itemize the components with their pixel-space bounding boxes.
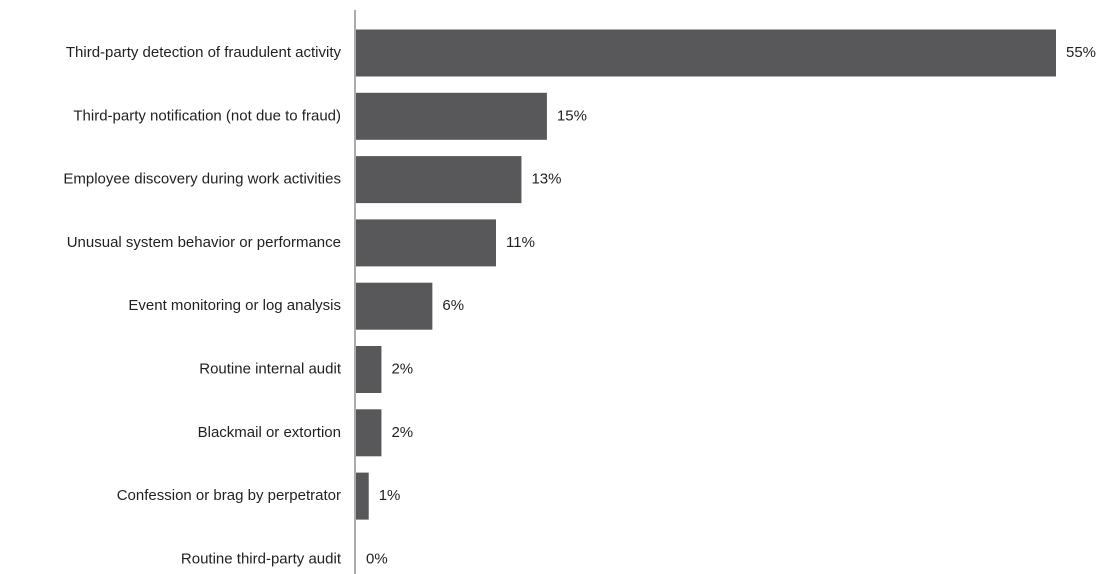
category-label: Confession or brag by perpetrator: [117, 487, 341, 504]
bar: [356, 219, 496, 267]
category-label: Employee discovery during work activitie…: [63, 171, 341, 188]
category-label: Third-party detection of fraudulent acti…: [66, 44, 342, 61]
category-label: Blackmail or extortion: [198, 424, 341, 441]
bar: [356, 92, 547, 140]
value-label: 2%: [391, 424, 413, 441]
category-label: Event monitoring or log analysis: [128, 297, 341, 314]
bar: [356, 156, 522, 204]
value-label: 1%: [379, 487, 401, 504]
value-label: 6%: [442, 297, 464, 314]
category-label: Routine internal audit: [199, 360, 342, 377]
value-label: 11%: [506, 234, 535, 251]
bar: [356, 472, 369, 520]
bar: [356, 29, 1056, 77]
value-label: 55%: [1066, 44, 1096, 61]
category-label: Third-party notification (not due to fra…: [73, 107, 341, 124]
bar: [356, 409, 382, 457]
bar-group: [356, 29, 1056, 520]
value-label: 0%: [366, 550, 388, 567]
category-label: Unusual system behavior or performance: [67, 234, 341, 251]
value-label: 13%: [531, 171, 561, 188]
value-label: 15%: [557, 107, 587, 124]
bar: [356, 346, 382, 393]
value-label-group: 55% 15% 13% 11% 6% 2% 2% 1% 0%: [366, 44, 1096, 567]
category-label-group: Third-party detection of fraudulent acti…: [63, 44, 341, 567]
bar: [356, 282, 433, 330]
value-label: 2%: [391, 360, 413, 377]
category-label: Routine third-party audit: [181, 550, 342, 567]
